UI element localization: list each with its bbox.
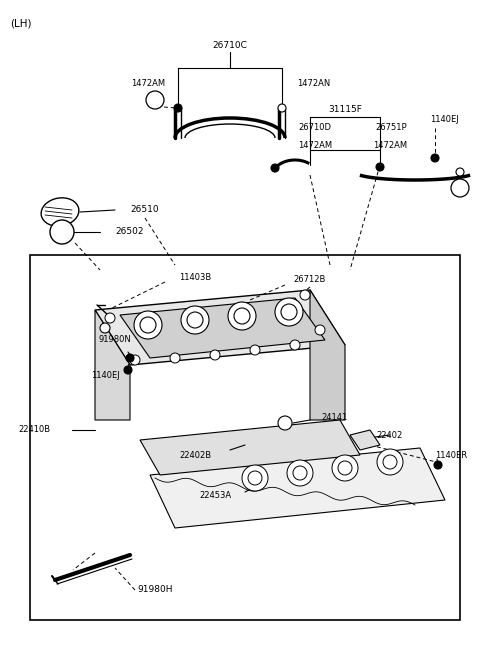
Polygon shape (350, 430, 380, 450)
Text: 26712B: 26712B (294, 275, 326, 284)
Text: 26710C: 26710C (213, 40, 247, 50)
Circle shape (451, 179, 469, 197)
Circle shape (376, 163, 384, 171)
Circle shape (456, 168, 464, 176)
Text: 1140EJ: 1140EJ (430, 115, 459, 125)
Text: 26751P: 26751P (375, 123, 407, 133)
Circle shape (181, 306, 209, 334)
Circle shape (332, 455, 358, 481)
Text: 22402B: 22402B (179, 451, 211, 459)
Text: 1140ER: 1140ER (435, 451, 467, 459)
Circle shape (278, 416, 292, 430)
Text: 1472AM: 1472AM (131, 79, 165, 88)
Text: 22453A: 22453A (199, 490, 231, 500)
Text: 24141: 24141 (322, 414, 348, 422)
Circle shape (242, 465, 268, 491)
Circle shape (187, 312, 203, 328)
Text: 31115F: 31115F (328, 106, 362, 114)
Text: 26510: 26510 (131, 205, 159, 214)
Circle shape (287, 460, 313, 486)
Text: (LH): (LH) (10, 18, 32, 28)
Text: 1472AM: 1472AM (298, 141, 332, 150)
Circle shape (174, 104, 182, 112)
Text: 26710D: 26710D (298, 123, 331, 133)
Text: 22410B: 22410B (18, 426, 50, 434)
Circle shape (210, 350, 220, 360)
Circle shape (275, 298, 303, 326)
Text: A: A (152, 96, 157, 104)
Circle shape (124, 366, 132, 374)
Text: 91980H: 91980H (137, 585, 173, 595)
Bar (30, 255, 460, 620)
Polygon shape (140, 420, 360, 475)
Circle shape (315, 325, 325, 335)
Polygon shape (120, 298, 325, 358)
Circle shape (377, 449, 403, 475)
Text: 1140EJ: 1140EJ (91, 370, 120, 380)
Circle shape (290, 340, 300, 350)
Circle shape (300, 290, 310, 300)
Circle shape (278, 104, 286, 112)
Circle shape (130, 355, 140, 365)
Circle shape (146, 91, 164, 109)
Circle shape (248, 471, 262, 485)
Circle shape (434, 461, 442, 469)
Text: 11403B: 11403B (179, 273, 211, 282)
Circle shape (383, 455, 397, 469)
Circle shape (271, 164, 279, 172)
Circle shape (228, 302, 256, 330)
Circle shape (293, 466, 307, 480)
Circle shape (338, 461, 352, 475)
Text: 1472AM: 1472AM (373, 141, 407, 150)
Circle shape (431, 154, 439, 162)
Circle shape (134, 311, 162, 339)
Text: A: A (457, 183, 463, 193)
Circle shape (50, 220, 74, 244)
Polygon shape (150, 448, 445, 528)
Text: 22402: 22402 (377, 430, 403, 440)
Circle shape (140, 317, 156, 333)
Text: 1472AN: 1472AN (297, 79, 330, 88)
Circle shape (126, 354, 134, 362)
Polygon shape (95, 310, 130, 420)
Circle shape (234, 308, 250, 324)
Polygon shape (95, 290, 345, 365)
Polygon shape (310, 290, 345, 420)
Circle shape (281, 304, 297, 320)
Text: 91980N: 91980N (98, 335, 132, 345)
Circle shape (170, 353, 180, 363)
Circle shape (250, 345, 260, 355)
Circle shape (105, 313, 115, 323)
Circle shape (100, 323, 110, 333)
Text: 26502: 26502 (116, 228, 144, 236)
